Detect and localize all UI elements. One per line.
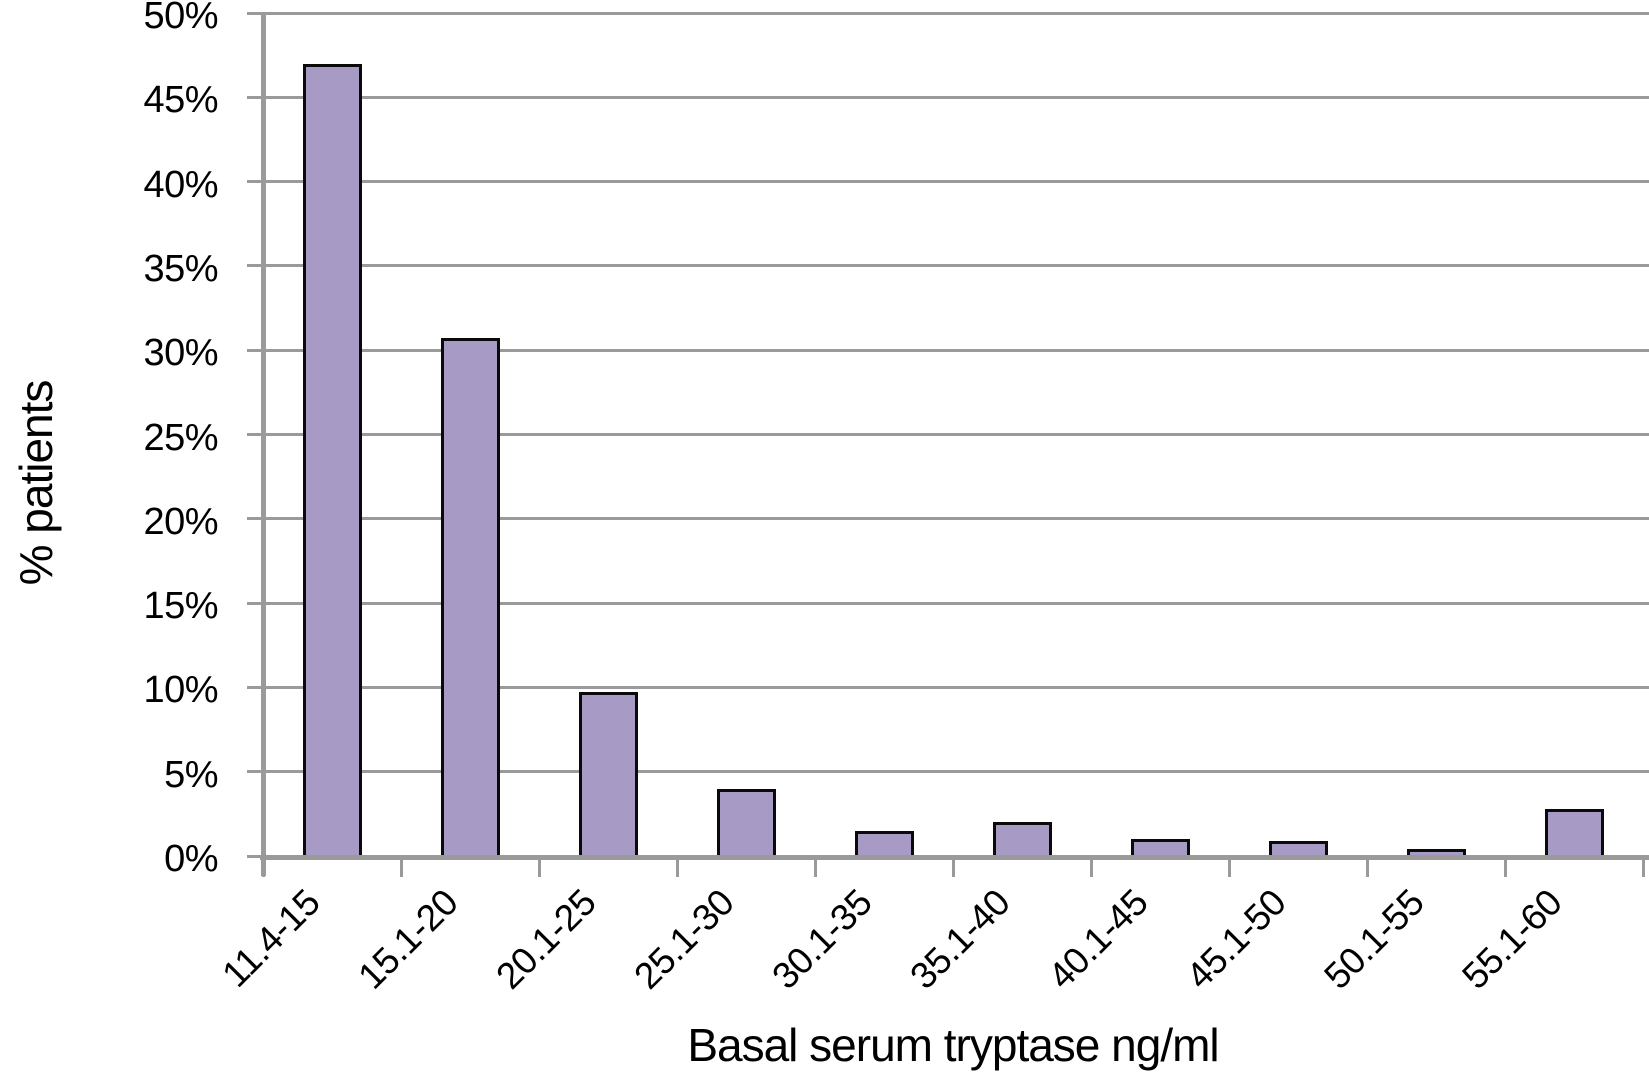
x-tick	[675, 857, 679, 877]
bar-45.1-50	[1268, 840, 1328, 856]
y-tick-label: 25%	[143, 416, 218, 459]
y-tick-label: 40%	[143, 163, 218, 206]
y-tick	[247, 601, 263, 605]
x-tick	[1089, 857, 1093, 877]
x-tick	[813, 857, 817, 877]
gridline-20	[263, 517, 1649, 521]
x-tick	[537, 857, 541, 877]
x-tick	[1365, 857, 1369, 877]
bar-20.1-25	[578, 692, 638, 856]
y-tick	[247, 348, 263, 352]
gridline-50	[263, 11, 1649, 15]
gridline-30	[263, 348, 1649, 352]
x-tick	[951, 857, 955, 877]
y-tick-label: 45%	[143, 79, 218, 122]
y-tick	[247, 11, 263, 15]
bar-15.1-20	[440, 338, 500, 856]
y-tick-label: 50%	[143, 0, 218, 37]
gridline-45	[263, 95, 1649, 99]
y-tick-label: 0%	[164, 838, 218, 880]
bar-30.1-35	[854, 830, 914, 856]
gridline-15	[263, 601, 1649, 605]
y-axis-title: % patients	[10, 380, 62, 586]
y-tick-label: 35%	[143, 247, 218, 290]
gridline-35	[263, 264, 1649, 268]
gridline-25	[263, 433, 1649, 436]
y-tick-label: 20%	[143, 500, 218, 543]
y-tick	[247, 264, 263, 268]
y-tick-label: 30%	[143, 332, 218, 375]
y-tick-label: 10%	[143, 669, 218, 712]
x-tick	[1503, 857, 1507, 877]
bar-11.4-15	[302, 63, 362, 856]
bar-40.1-45	[1130, 839, 1190, 856]
x-axis-line	[260, 854, 1649, 860]
x-axis-title: Basal serum tryptase ng/ml	[687, 1019, 1219, 1071]
y-tick-label: 5%	[164, 753, 218, 796]
bar-35.1-40	[992, 822, 1052, 856]
y-tick	[247, 95, 263, 99]
x-tick	[399, 857, 403, 877]
gridline-5	[263, 770, 1649, 774]
y-tick	[247, 685, 263, 689]
y-tick	[247, 517, 263, 521]
y-tick	[247, 770, 263, 774]
y-tick	[247, 180, 263, 184]
gridline-10	[263, 685, 1649, 689]
bar-50.1-55	[1406, 849, 1466, 856]
bar-25.1-30	[716, 788, 776, 856]
bar-55.1-60	[1544, 808, 1604, 856]
y-tick	[247, 433, 263, 436]
x-tick	[1227, 857, 1231, 877]
gridline-40	[263, 180, 1649, 184]
x-tick	[1641, 857, 1645, 877]
y-axis-line	[260, 13, 266, 876]
y-tick	[247, 854, 263, 858]
x-tick	[261, 857, 265, 877]
y-tick-label: 15%	[143, 585, 218, 628]
